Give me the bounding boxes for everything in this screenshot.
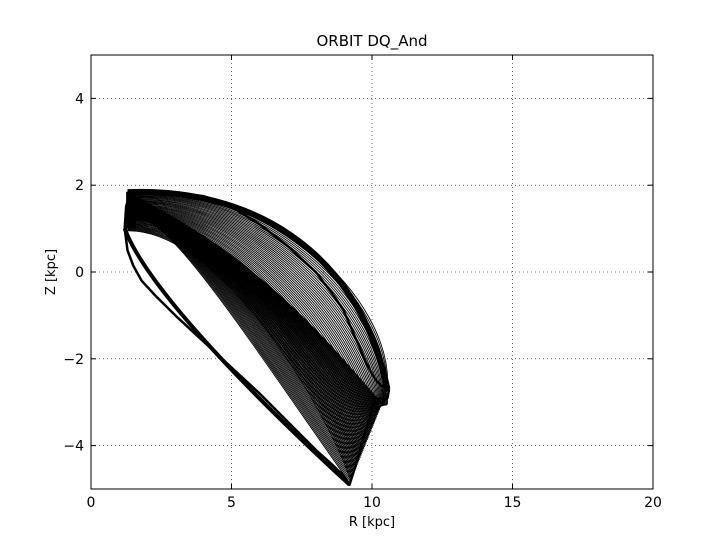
y-tick-label: 0: [75, 265, 84, 281]
orbit-strand: [127, 213, 368, 442]
orbit-strand: [127, 206, 374, 426]
orbit-strand: [127, 199, 380, 412]
y-axis-label: Z [kpc]: [44, 249, 59, 295]
orbit-strand: [127, 224, 357, 469]
orbit-strand: [127, 210, 370, 435]
orbit-strand: [127, 216, 365, 450]
orbit-strand: [127, 204, 376, 423]
orbit-strand: [127, 218, 363, 453]
orbit-strand: [127, 207, 373, 430]
orbit-strand: [127, 220, 361, 459]
y-tick-label: 2: [75, 178, 84, 194]
orbit-strand: [127, 202, 377, 419]
orbit-strand: [127, 196, 383, 405]
orbit-strand: [127, 229, 353, 480]
orbit-strand: [127, 195, 383, 403]
orbit-strand: [127, 206, 373, 428]
orbit-lower-band: [122, 227, 351, 487]
orbit-strand: [127, 205, 375, 425]
orbit-strand: [127, 194, 384, 401]
orbit-strand: [127, 219, 362, 457]
orbit-strand: [127, 230, 352, 482]
chart-title: ORBIT DQ_And: [316, 32, 427, 51]
y-tick-label: 4: [75, 91, 84, 107]
orbit-strand: [127, 228, 353, 478]
orbit-traces: [122, 188, 391, 487]
orbit-strand: [127, 209, 371, 433]
orbit-top-band: [127, 188, 391, 390]
orbit-strand: [127, 223, 358, 466]
orbit-strand: [127, 203, 376, 421]
orbit-strand: [127, 211, 369, 439]
x-tick-label: 15: [504, 495, 522, 511]
grid-lines: [91, 55, 653, 489]
orbit-strand: [127, 222, 359, 464]
orbit-strand: [127, 224, 358, 468]
x-tick-label: 0: [87, 495, 96, 511]
orbit-strand: [127, 208, 372, 432]
orbit-strand: [127, 214, 367, 444]
orbit-strand: [127, 211, 370, 437]
orbit-strand: [127, 228, 354, 476]
orbit-strand: [127, 221, 360, 460]
orbit-strand: [127, 226, 355, 473]
y-tick-label: −2: [63, 352, 84, 368]
y-tick-label: −4: [63, 439, 84, 455]
orbit-strand: [127, 202, 378, 417]
x-axis-label: R [kpc]: [349, 515, 395, 530]
orbit-strand: [127, 227, 355, 475]
orbit-strand: [127, 214, 366, 446]
orbit-strand: [127, 221, 360, 462]
axis-ticks: 0 5 10 15 20 −4 −2 0 2 4: [63, 55, 662, 511]
x-tick-label: 20: [644, 495, 662, 511]
orbit-strand: [127, 198, 381, 408]
orbit-strand: [127, 217, 364, 451]
orbit-strand: [127, 198, 381, 410]
orbit-strand: [127, 225, 356, 471]
orbit-strand: [127, 218, 363, 455]
x-tick-label: 5: [227, 495, 236, 511]
orbit-strand: [127, 197, 382, 407]
orbit-strand: [127, 212, 368, 441]
orbit-start-block: [126, 191, 136, 229]
x-tick-label: 10: [363, 495, 381, 511]
orbit-strand: [127, 215, 365, 448]
orbit-strand: [127, 201, 378, 416]
orbit-strand: [128, 199, 381, 410]
orbit-strand: [127, 200, 379, 414]
